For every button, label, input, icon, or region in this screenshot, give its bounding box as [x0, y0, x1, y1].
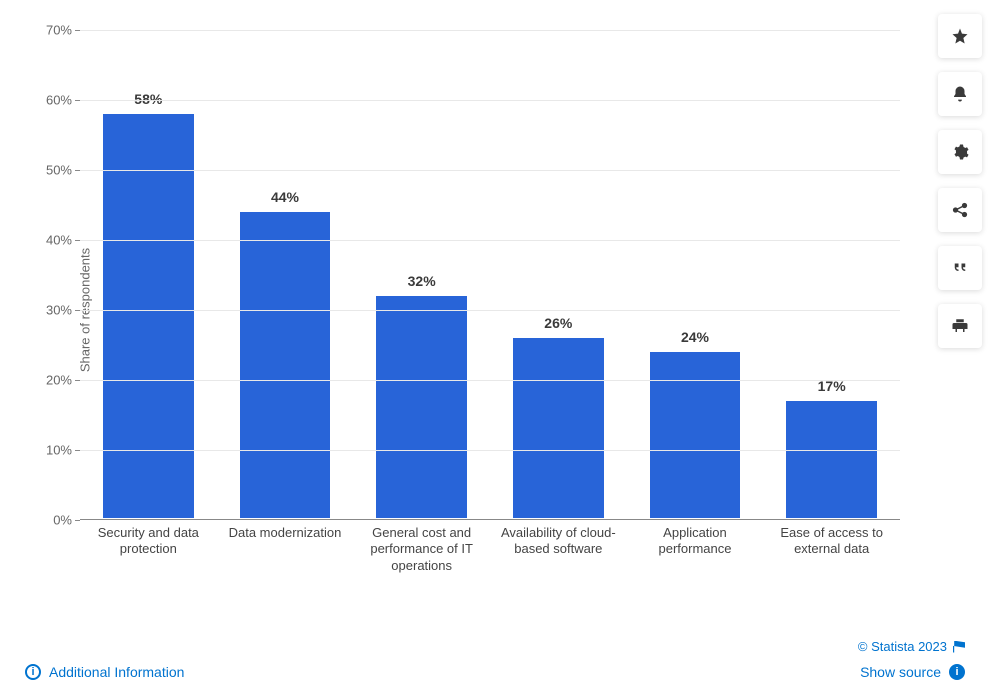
settings-button[interactable]	[938, 130, 982, 174]
bar[interactable]	[239, 211, 332, 519]
bell-icon	[951, 85, 969, 103]
chart-footer: i Additional Information © Statista 2023…	[25, 639, 965, 680]
x-tick-label: Ease of access to external data	[763, 525, 900, 558]
y-tick-label: 30%	[46, 303, 72, 318]
plot-area: 58%44%32%26%24%17% 0%10%20%30%40%50%60%7…	[80, 30, 900, 520]
info-icon: i	[25, 664, 41, 680]
share-icon	[951, 201, 969, 219]
show-source-label: Show source	[860, 664, 941, 680]
print-icon	[951, 317, 969, 335]
y-tick-mark	[75, 380, 80, 381]
y-tick-label: 0%	[53, 513, 72, 528]
copyright-text: © Statista 2023	[858, 639, 947, 654]
y-tick-mark	[75, 100, 80, 101]
gridline	[80, 310, 900, 311]
y-tick-mark	[75, 240, 80, 241]
chart-toolbar	[938, 14, 982, 348]
quote-icon	[951, 259, 969, 277]
bars-layer: 58% 44% 32% 26% 24% 17%	[80, 30, 900, 519]
x-tick-label: Data modernization	[217, 525, 354, 541]
chart-container: Share of respondents 58%44%32%26%24%17% …	[15, 20, 915, 600]
bar-group: 17%	[785, 400, 878, 519]
flag-icon	[953, 641, 965, 653]
y-tick-mark	[75, 170, 80, 171]
x-tick-label: General cost and performance of IT opera…	[353, 525, 490, 574]
bar[interactable]	[785, 400, 878, 519]
y-tick-mark	[75, 30, 80, 31]
bar[interactable]	[102, 113, 195, 519]
additional-information-label: Additional Information	[49, 664, 184, 680]
favorite-button[interactable]	[938, 14, 982, 58]
bar[interactable]	[649, 351, 742, 519]
x-tick-label: Availability of cloud-based software	[490, 525, 627, 558]
citation-button[interactable]	[938, 246, 982, 290]
star-icon	[951, 27, 969, 45]
additional-information-link[interactable]: i Additional Information	[25, 664, 184, 680]
x-tick-label: Security and data protection	[80, 525, 217, 558]
gear-icon	[951, 143, 969, 161]
notify-button[interactable]	[938, 72, 982, 116]
bar-value-label: 32%	[408, 273, 436, 289]
gridline	[80, 240, 900, 241]
bar[interactable]	[512, 337, 605, 519]
gridline	[80, 450, 900, 451]
bar-value-label: 26%	[544, 315, 572, 331]
y-tick-label: 40%	[46, 233, 72, 248]
gridline	[80, 100, 900, 101]
y-tick-mark	[75, 310, 80, 311]
copyright[interactable]: © Statista 2023	[858, 639, 965, 654]
y-tick-mark	[75, 450, 80, 451]
bar-group: 26%	[512, 337, 605, 519]
share-button[interactable]	[938, 188, 982, 232]
bar-group: 44%	[239, 211, 332, 519]
bar[interactable]	[375, 295, 468, 519]
footer-right: © Statista 2023 Show source i	[858, 639, 965, 680]
y-tick-label: 50%	[46, 163, 72, 178]
bar-group: 58%	[102, 113, 195, 519]
y-tick-label: 20%	[46, 373, 72, 388]
y-tick-label: 10%	[46, 443, 72, 458]
y-tick-label: 70%	[46, 23, 72, 38]
bar-group: 24%	[649, 351, 742, 519]
x-tick-label: Application performance	[627, 525, 764, 558]
bar-value-label: 24%	[681, 329, 709, 345]
bar-group: 32%	[375, 295, 468, 519]
gridline	[80, 380, 900, 381]
print-button[interactable]	[938, 304, 982, 348]
y-tick-label: 60%	[46, 93, 72, 108]
show-source-link[interactable]: Show source i	[860, 664, 965, 680]
bar-value-label: 58%	[134, 91, 162, 107]
info-filled-icon: i	[949, 664, 965, 680]
gridline	[80, 170, 900, 171]
y-tick-mark	[75, 520, 80, 521]
bar-value-label: 44%	[271, 189, 299, 205]
gridline	[80, 30, 900, 31]
